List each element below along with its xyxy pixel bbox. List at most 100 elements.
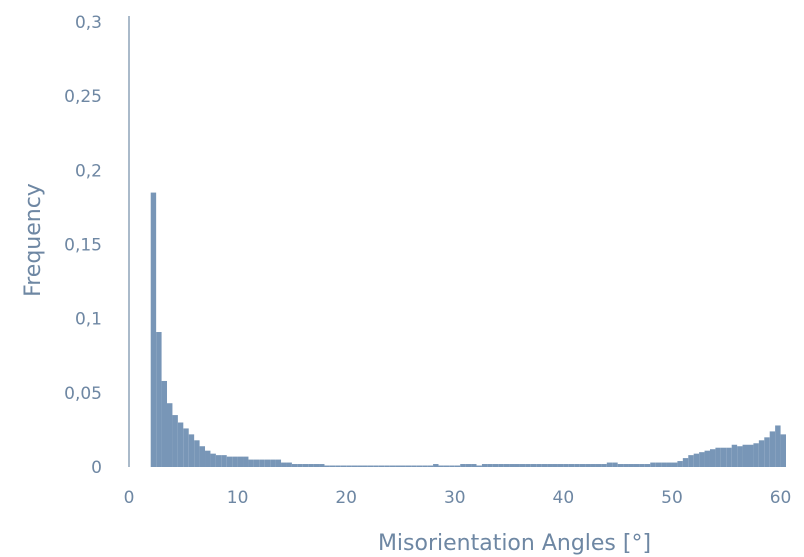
histogram-bar (243, 456, 249, 467)
histogram-bar (693, 453, 700, 467)
histogram-bar (194, 440, 200, 467)
histogram-bar (199, 446, 206, 467)
histogram-bar (742, 444, 748, 467)
histogram-bar (644, 464, 651, 467)
histogram-bar (563, 464, 569, 467)
histogram-bar (308, 464, 314, 467)
histogram-bar (150, 192, 157, 468)
histogram-bar (433, 464, 439, 467)
histogram-bar (650, 462, 656, 467)
histogram-bar (557, 464, 564, 467)
histogram-bar (633, 464, 640, 467)
histogram-bar (682, 458, 689, 467)
histogram-bar (313, 464, 320, 467)
histogram-bar (286, 462, 292, 467)
histogram-bar (237, 456, 244, 467)
histogram-bar (498, 464, 504, 467)
histogram-bar (677, 461, 683, 467)
histogram-bar (530, 464, 537, 467)
y-tick-label: 0,1 (75, 310, 102, 330)
histogram-bar (259, 459, 265, 467)
histogram-bar (525, 464, 531, 467)
histogram-bar (172, 415, 178, 467)
histogram-bar (514, 464, 520, 467)
histogram-bar (443, 465, 450, 467)
histogram-bar (340, 465, 347, 467)
histogram-bar (400, 465, 406, 467)
histogram-bar (335, 465, 341, 467)
y-tick-label: 0,25 (64, 87, 102, 107)
histogram-bar (639, 464, 645, 467)
histogram-bar (384, 465, 390, 467)
y-tick-label: 0,3 (75, 13, 102, 33)
histogram-bar (210, 453, 216, 467)
histogram-bar (161, 380, 168, 467)
histogram-bar (177, 422, 184, 467)
histogram-bar (579, 464, 586, 467)
histogram-bar (547, 464, 553, 467)
histogram-bar (585, 464, 591, 467)
histogram-bar (281, 462, 287, 467)
histogram-bar (291, 464, 298, 467)
histogram-bar (747, 444, 754, 467)
x-tick-label: 0 (124, 488, 135, 508)
histogram-bar (720, 447, 727, 467)
histogram-bar (362, 465, 368, 467)
histogram-bar (623, 464, 629, 467)
histogram-bar (427, 465, 434, 467)
histogram-bar (715, 447, 721, 467)
histogram-bar (552, 464, 558, 467)
histogram-bar (666, 462, 672, 467)
histogram-bar (215, 455, 222, 467)
histogram-bar (205, 450, 211, 467)
histogram-bar (541, 464, 548, 467)
histogram-bars (150, 192, 786, 468)
histogram-bar (264, 459, 271, 467)
histogram-bar (297, 464, 303, 467)
histogram-bar (319, 464, 325, 467)
histogram-bar (574, 464, 580, 467)
histogram-bar (671, 462, 678, 467)
histogram-bar (595, 464, 602, 467)
histogram-bar (351, 465, 358, 467)
histogram-bar (302, 464, 309, 467)
histogram-bar (411, 465, 417, 467)
histogram-bar (704, 450, 710, 467)
histogram-bar (454, 465, 461, 467)
histogram-bar (324, 465, 330, 467)
histogram-bar (726, 447, 732, 467)
x-tick-label: 30 (444, 488, 466, 508)
histogram-bar (405, 465, 412, 467)
histogram-bar (601, 464, 607, 467)
histogram-bar (492, 464, 499, 467)
histogram-bar (183, 428, 189, 467)
histogram-bar (346, 465, 352, 467)
histogram-bar (769, 431, 776, 467)
y-axis-title: Frequency (21, 183, 46, 297)
y-tick-label: 0,2 (75, 161, 102, 181)
y-tick-labels: 0 0,05 0,1 0,15 0,2 0,25 0,3 (64, 13, 102, 478)
histogram-bar (226, 456, 233, 467)
y-tick-label: 0,05 (64, 384, 102, 404)
histogram-bar (395, 465, 401, 467)
histogram-bar (503, 464, 510, 467)
histogram-bar (275, 459, 282, 467)
x-tick-label: 50 (661, 488, 683, 508)
histogram-bar (709, 449, 716, 467)
histogram-bar (536, 464, 542, 467)
histogram-bar (476, 465, 482, 467)
x-tick-label: 60 (770, 488, 792, 508)
histogram-bar (270, 459, 276, 467)
histogram-bar (329, 465, 336, 467)
y-tick-label: 0 (91, 458, 102, 478)
histogram-bar (232, 456, 238, 467)
histogram-bar (628, 464, 634, 467)
histogram-bar (509, 464, 515, 467)
histogram-bar (617, 464, 624, 467)
histogram-bar (737, 446, 743, 467)
histogram-bar (699, 452, 705, 467)
histogram-bar (606, 462, 613, 467)
x-tick-label: 10 (227, 488, 249, 508)
x-tick-labels: 0 10 20 30 40 50 60 (124, 488, 792, 508)
